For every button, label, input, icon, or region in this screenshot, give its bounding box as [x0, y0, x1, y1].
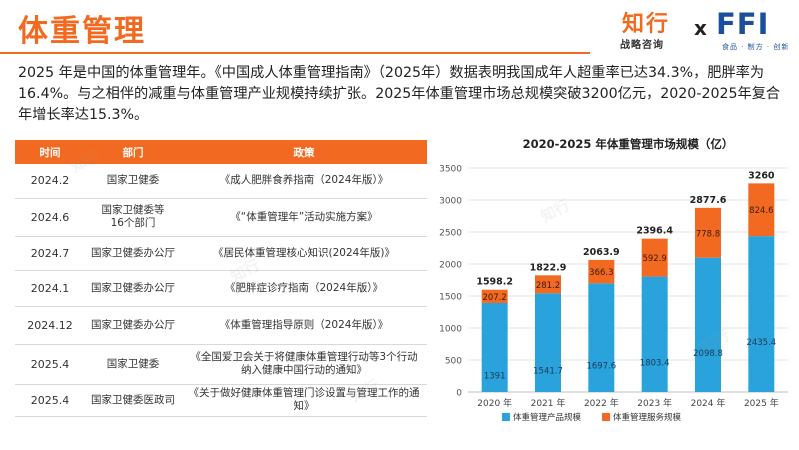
- policy-table: 时间 部门 政策 2024.2 国家卫健委 《成人肥胖食养指南（2024年版）》 20…: [15, 140, 427, 417]
- policy-row: 2024.2 国家卫健委 《成人肥胖食养指南（2024年版）》: [15, 164, 427, 199]
- y-tick-label: 3000: [439, 197, 462, 207]
- bar-service: [748, 183, 775, 237]
- y-tick-label: 2000: [439, 261, 462, 271]
- bar-product: [695, 257, 721, 392]
- chart-svg: 2020-2025 年体重管理市场规模（亿） 0 500 1000 1500 2000 25…: [439, 137, 788, 423]
- policy-row: 2025.4 国家卫健委医政司 《关于做好健康体重管理门诊设置与管理工作的通知》: [15, 384, 427, 417]
- policy-time-cell: 2024.1: [15, 270, 85, 307]
- y-tick-label: 500: [445, 357, 462, 367]
- legend-label: 体重管理服务规模: [613, 412, 682, 423]
- policy-dept-cell: 国家卫健委等 16个部门: [85, 198, 181, 237]
- bar-value-label: 1803.4: [640, 358, 670, 368]
- policy-time-cell: 2024.6: [15, 198, 85, 237]
- bar-value-label: 281.2: [536, 281, 560, 291]
- policy-dept-cell: 国家卫健委: [85, 344, 181, 385]
- summary-paragraph: 2025 年是中国的体重管理年。《中国成人体重管理指南》（2025年）数据表明我…: [18, 65, 781, 123]
- policy-row: 2025.4 国家卫健委 《全国爱卫会关于将健康体重管理行动等3个行动 纳入健康中国行…: [15, 344, 427, 385]
- bar-total-label: 1598.2: [476, 277, 513, 288]
- logo-ffi: FFI: [716, 7, 770, 41]
- bar-product: [535, 293, 561, 392]
- policy-dept-cell: 国家卫健委办公厅: [85, 270, 181, 307]
- x-tick-label: 2025 年: [744, 397, 779, 409]
- policy-name-cell: 《居民体重管理核心知识(2024年版)》: [181, 236, 427, 271]
- bar-product: [481, 302, 508, 392]
- title-underline: [0, 52, 590, 54]
- legend-swatch-service: [602, 413, 610, 421]
- y-tick-label: 1000: [439, 325, 462, 335]
- x-tick-label: 2020 年: [477, 397, 512, 409]
- x-tick-label: 2023 年: [637, 397, 672, 409]
- policy-time-cell: 2024.12: [15, 306, 85, 345]
- bar-total-label: 2396.4: [636, 226, 673, 237]
- bar-service: [588, 259, 615, 284]
- policy-name-cell: 《“体重管理年”活动实施方案》: [181, 198, 427, 237]
- header-policy: 政策: [181, 140, 427, 164]
- policy-time-cell: 2025.4: [15, 344, 85, 385]
- policy-dept-cell: 国家卫健委办公厅: [85, 236, 181, 271]
- bar-service: [535, 275, 561, 294]
- logo-subtitle: 战略咨询: [620, 40, 664, 51]
- policy-row: 2024.7 国家卫健委办公厅 《居民体重管理核心知识(2024年版)》: [15, 236, 427, 271]
- header-time: 时间: [15, 140, 85, 164]
- bar-total-label: 2877.6: [690, 195, 727, 206]
- policy-row: 2024.6 国家卫健委等 16个部门 《“体重管理年”活动实施方案》: [15, 198, 427, 237]
- bar-value-label: 778.8: [696, 229, 720, 239]
- policy-name-cell: 《肥胖症诊疗指南（2024年版）》: [181, 270, 427, 307]
- bar-total-label: 1822.9: [530, 262, 567, 273]
- bar-service: [641, 238, 668, 277]
- policy-time-cell: 2024.7: [15, 236, 85, 271]
- bar-value-label: 1697.6: [586, 362, 616, 372]
- policy-row: 2024.12 国家卫健委办公厅 《体重管理指导原则（2024年版）》: [15, 306, 427, 345]
- y-tick-label: 2500: [439, 229, 462, 239]
- bar-value-label: 1391: [484, 371, 506, 381]
- bar-product: [748, 236, 775, 392]
- x-tick-label: 2021 年: [531, 397, 566, 409]
- policy-name-cell: 《关于做好健康体重管理门诊设置与管理工作的通知》: [181, 384, 427, 417]
- bar-product: [588, 283, 615, 392]
- policy-time-cell: 2025.4: [15, 384, 85, 417]
- bar-value-label: 366.3: [589, 268, 613, 278]
- policy-row: 2024.1 国家卫健委办公厅 《肥胖症诊疗指南（2024年版）》: [15, 270, 427, 307]
- bar-product: [641, 276, 668, 392]
- x-tick-label: 2022 年: [584, 397, 619, 409]
- logo-ffi-subtitle: 食品 · 制方 · 创新: [722, 43, 790, 51]
- chart-title: 2020-2025 年体重管理市场规模（亿）: [523, 137, 734, 151]
- y-tick-label: 1500: [439, 293, 462, 303]
- policy-table-header: 时间 部门 政策: [15, 140, 427, 164]
- page-title: 体重管理: [18, 14, 146, 49]
- bar-total-label: 3260: [748, 170, 775, 181]
- bar-value-label: 592.9: [642, 254, 666, 264]
- policy-name-cell: 《体重管理指导原则（2024年版）》: [181, 306, 427, 345]
- bar-total-label: 2063.9: [583, 247, 620, 258]
- header-dept: 部门: [85, 140, 181, 164]
- bar-service: [695, 207, 721, 258]
- market-size-chart: 2020-2025 年体重管理市场规模（亿） 0 500 1000 1500 2000 25…: [430, 132, 795, 437]
- bar-value-label: 207.2: [482, 293, 506, 303]
- policy-dept-cell: 国家卫健委医政司: [85, 384, 181, 417]
- policy-dept-cell: 国家卫健委: [85, 164, 181, 199]
- legend-label: 体重管理产品规模: [513, 412, 582, 423]
- policy-name-cell: 《全国爱卫会关于将健康体重管理行动等3个行动 纳入健康中国行动的通知》: [181, 344, 427, 385]
- y-tick-label: 0: [456, 389, 462, 399]
- logo-zhixing: 知行: [622, 12, 671, 37]
- x-tick-label: 2024 年: [691, 397, 726, 409]
- policy-time-cell: 2024.2: [15, 164, 85, 199]
- legend-swatch-product: [502, 413, 510, 421]
- bar-value-label: 2435.4: [746, 338, 776, 348]
- bar-value-label: 2098.8: [693, 349, 723, 359]
- policy-dept-cell: 国家卫健委办公厅: [85, 306, 181, 345]
- bar-value-label: 824.6: [749, 206, 773, 216]
- policy-table-body: 2024.2 国家卫健委 《成人肥胖食养指南（2024年版）》 2024.6 国家卫健委…: [15, 164, 427, 417]
- logo-x: x: [694, 16, 707, 40]
- brand-logo: 知行 战略咨询 x FFI 食品 · 制方 · 创新: [612, 6, 790, 52]
- bar-value-label: 1541.7: [533, 367, 563, 377]
- y-tick-label: 3500: [439, 165, 462, 175]
- bar-service: [481, 289, 508, 303]
- policy-name-cell: 《成人肥胖食养指南（2024年版）》: [181, 164, 427, 199]
